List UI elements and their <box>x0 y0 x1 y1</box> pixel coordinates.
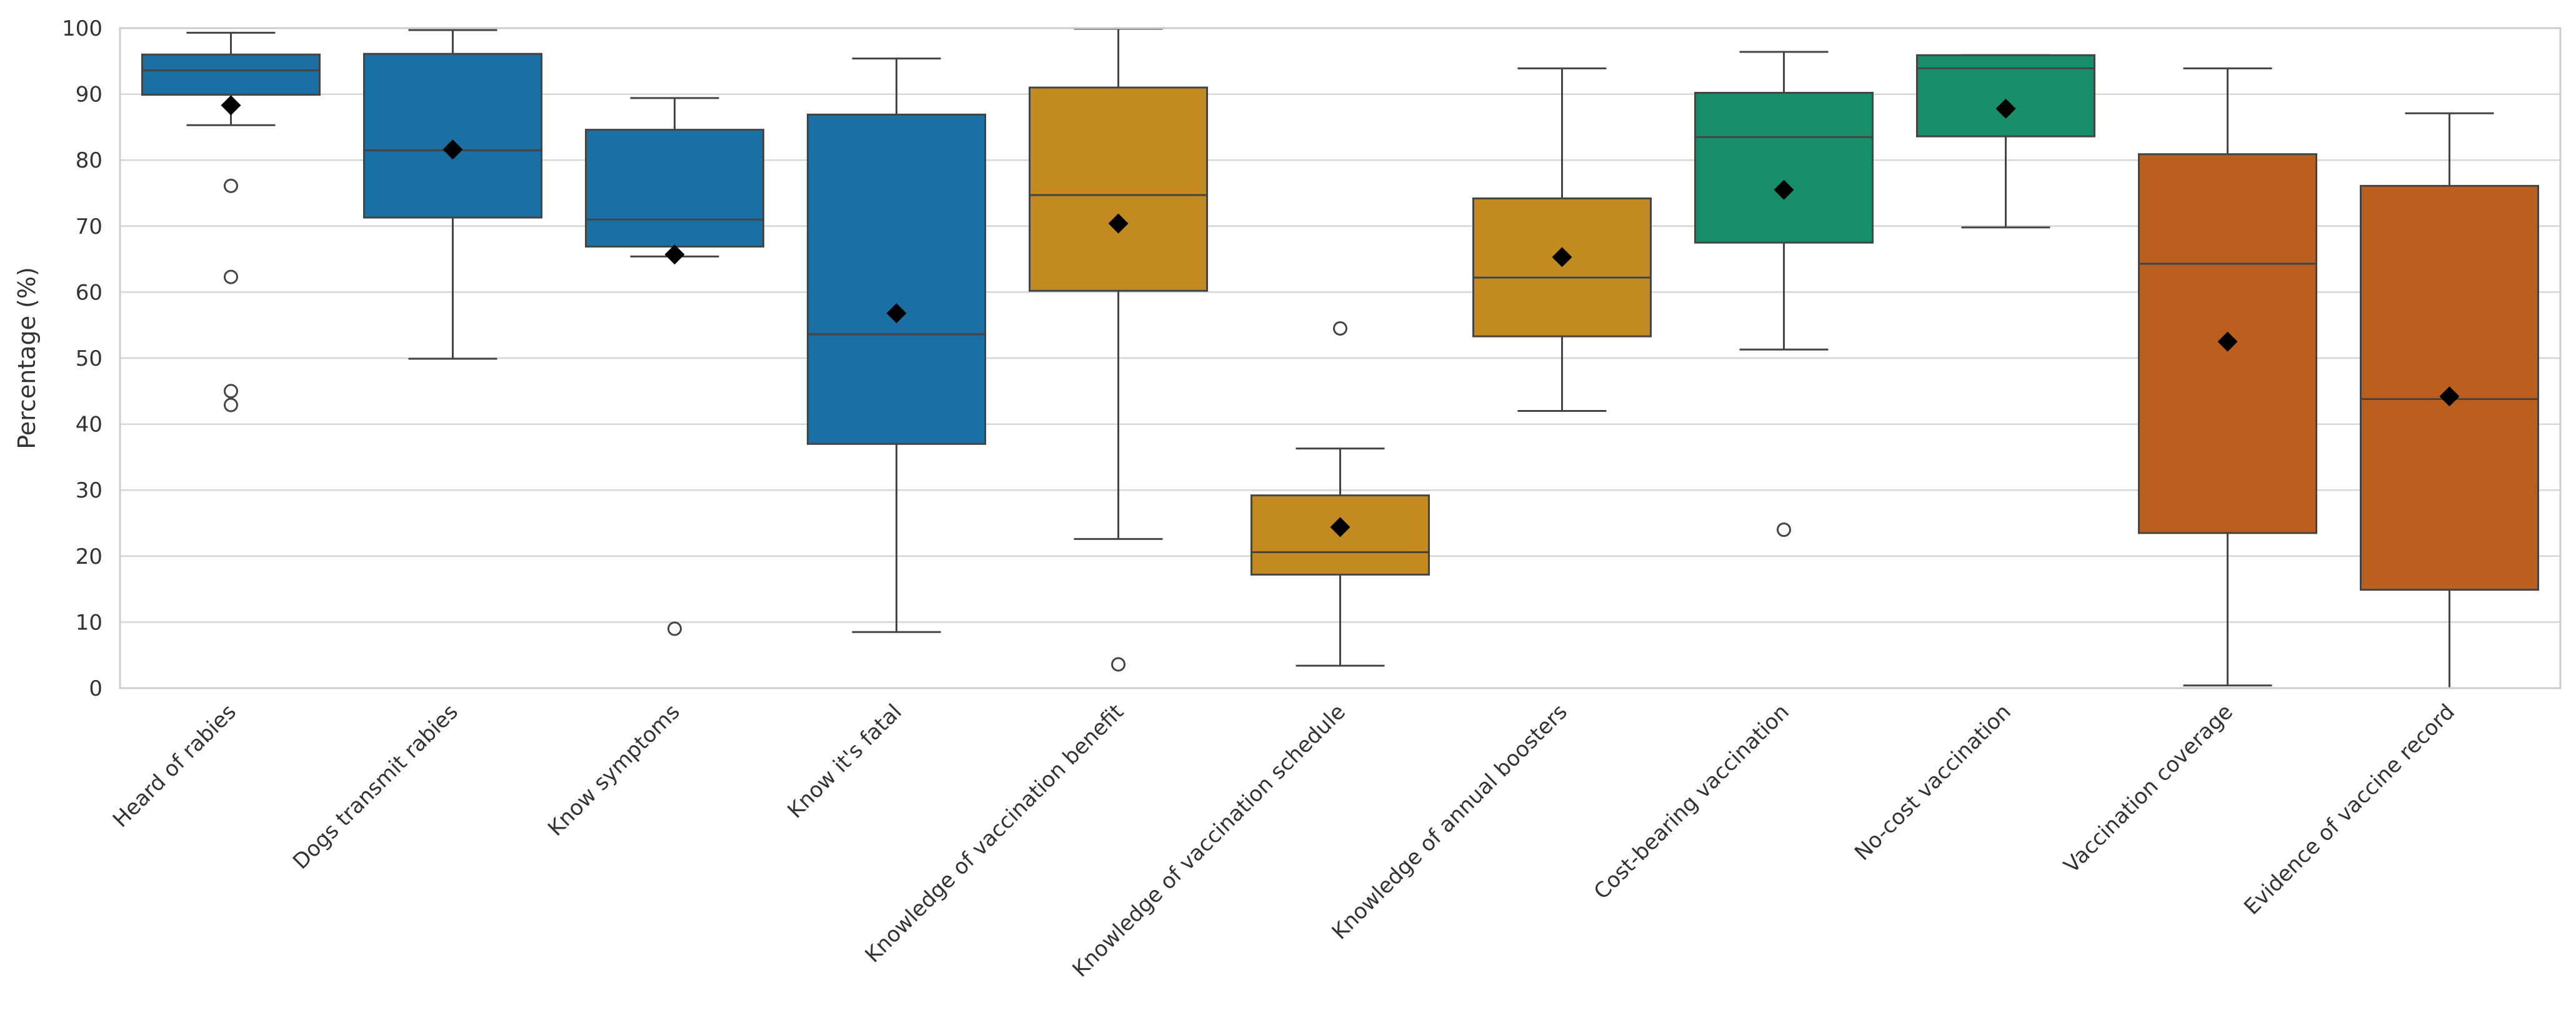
y-tick-label: 20 <box>76 544 102 569</box>
x-category-label: Cost-bearing vaccination <box>1589 699 1794 904</box>
outlier-point <box>667 621 682 636</box>
x-category-label: Heard of rabies <box>108 699 241 832</box>
box-iqr <box>585 129 764 248</box>
box-group <box>2138 67 2317 687</box>
x-axis-labels: Heard of rabies Dogs transmit rabies Know … <box>108 699 2460 982</box>
box-group <box>141 31 321 412</box>
y-axis-ticks: 0 10 20 30 40 50 60 70 80 90 100 <box>62 16 102 701</box>
y-tick-label: 50 <box>76 346 102 371</box>
mean-marker <box>442 139 463 160</box>
x-category-label: Know it's fatal <box>783 699 907 823</box>
box-iqr <box>807 113 986 445</box>
x-category-label: Vaccination coverage <box>2059 699 2238 878</box>
y-tick-label: 10 <box>76 610 102 635</box>
box-iqr <box>1472 197 1652 338</box>
mean-marker <box>1108 213 1129 234</box>
y-tick-label: 30 <box>76 478 102 503</box>
box-iqr <box>1029 86 1208 292</box>
box-group <box>363 29 542 360</box>
mean-marker <box>1552 247 1572 268</box>
mean-marker <box>1995 98 2016 119</box>
y-tick-label: 90 <box>76 82 102 108</box>
x-category-label: Know symptoms <box>543 699 685 841</box>
y-tick-label: 0 <box>89 676 102 701</box>
boxes <box>141 28 2539 689</box>
y-tick-label: 60 <box>76 280 102 305</box>
outlier-point <box>224 384 238 399</box>
box-group <box>1472 67 1652 412</box>
mean-marker <box>664 244 685 265</box>
box-group <box>1251 321 1430 667</box>
mean-marker <box>1330 517 1350 538</box>
plot-frame <box>119 27 2562 689</box>
x-category-label: Knowledge of annual boosters <box>1327 699 1572 944</box>
x-category-label: Evidence of vaccine record <box>2239 699 2460 920</box>
outlier-point <box>224 398 238 412</box>
mean-marker <box>886 303 907 324</box>
mean-marker <box>1774 179 1794 200</box>
x-category-label: No-cost vaccination <box>1850 699 2016 866</box>
x-category-label: Knowledge of vaccination benefit <box>861 699 1129 968</box>
mean-marker <box>2217 331 2238 352</box>
box-iqr <box>363 52 542 219</box>
outlier-point <box>1333 321 1347 336</box>
box-iqr <box>1916 54 2095 138</box>
box-group <box>1916 54 2095 229</box>
outlier-point <box>224 178 238 193</box>
y-tick-label: 100 <box>62 16 102 41</box>
box-group <box>585 97 764 636</box>
box-group <box>1694 51 1874 538</box>
outlier-point <box>1777 522 1791 538</box>
box-group <box>2360 112 2539 689</box>
y-tick-label: 40 <box>76 412 102 438</box>
y-tick-label: 80 <box>76 148 102 173</box>
x-category-label: Dogs transmit rabies <box>288 699 463 874</box>
y-tick-label: 70 <box>76 214 102 239</box>
x-category-label: Knowledge of vaccination schedule <box>1067 699 1350 982</box>
box-iqr <box>1694 91 1874 244</box>
box-group <box>807 58 986 633</box>
mean-marker <box>2439 386 2460 407</box>
y-axis-title: Percentage (%) <box>13 267 41 449</box>
box-group <box>1029 28 1208 672</box>
outlier-point <box>1111 657 1126 672</box>
mean-marker <box>221 95 241 116</box>
outlier-point <box>224 269 238 284</box>
box-iqr <box>141 53 321 96</box>
